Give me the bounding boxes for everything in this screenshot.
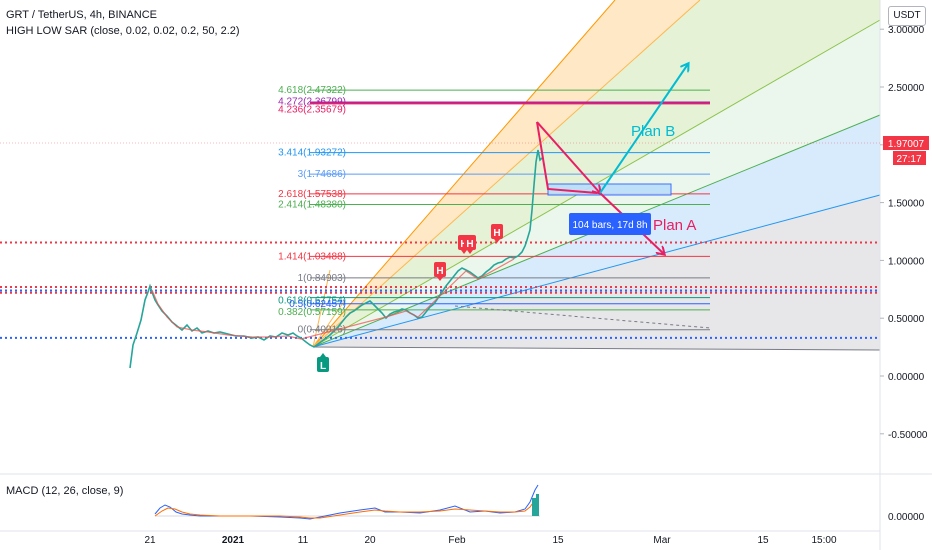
price-series-bear (151, 258, 515, 340)
macd-axis-tick: 0.00000 (888, 512, 925, 523)
sar-marker-pointer (461, 250, 467, 254)
sar-marker-pointer (437, 277, 443, 281)
price-tick: 0.50000 (888, 314, 925, 325)
price-tick: -0.50000 (888, 430, 928, 441)
bars-tooltip-text: 104 bars, 17d 8h (572, 220, 647, 231)
price-axis[interactable]: 3.000002.500002.000001.500001.000000.500… (880, 25, 928, 441)
plan-b-label: Plan B (631, 123, 675, 140)
sar-marker[interactable]: L (317, 353, 329, 372)
current-price-badge (883, 136, 929, 150)
countdown-badge (893, 151, 926, 165)
time-tick: 21 (144, 535, 156, 546)
sar-marker-label: L (320, 361, 326, 372)
price-tick: 2.50000 (888, 83, 925, 94)
macd-pane (154, 484, 540, 520)
time-tick: 15:00 (811, 535, 836, 546)
symbol-title[interactable]: GRT / TetherUS, 4h, BINANCE (6, 9, 158, 21)
sar-marker-box (491, 224, 503, 239)
sar-markers[interactable]: LHHHH (317, 224, 503, 372)
sar-marker-box (434, 262, 446, 277)
time-tick: 20 (364, 535, 376, 546)
sar-marker-label: H (493, 228, 500, 239)
sar-marker[interactable]: H (434, 262, 446, 281)
fib-level-label: 3.414(1.93272) (278, 148, 346, 159)
fib-level-label: 0.618(0.67754) (278, 296, 346, 307)
time-tick: 15 (757, 535, 769, 546)
price-tick: 1.50000 (888, 199, 925, 210)
price-tick: 3.00000 (888, 25, 925, 36)
fib-level-label: 0.5(0.62457) (289, 299, 346, 310)
fib-level-label: 0(0.40016) (298, 325, 346, 336)
fib-level-label: 3(1.74686) (298, 169, 346, 180)
time-axis[interactable]: 21 2021 11 20 Feb 15 Mar 15 15:00 (144, 535, 837, 546)
time-tick: Feb (448, 535, 466, 546)
fib-level-label: 4.236(2.35679) (278, 105, 346, 116)
currency-button[interactable]: USDT (888, 6, 926, 26)
sar-marker-label: H (466, 239, 473, 250)
fib-level-label: 1.414(1.03488) (278, 251, 346, 262)
fib-level-label: 0.382(0.57159) (278, 307, 346, 318)
time-tick: Mar (653, 535, 671, 546)
price-tick: 0.00000 (888, 372, 925, 383)
price-tick: 1.00000 (888, 256, 925, 267)
bars-tooltip (569, 213, 651, 235)
countdown-label: 27:17 (896, 154, 921, 165)
fib-level-label: 2.414(1.48380) (278, 199, 346, 210)
time-tick: 11 (298, 535, 309, 546)
sar-marker[interactable]: H (491, 224, 503, 243)
current-price-label: 1.97007 (888, 139, 925, 150)
sar-marker-pointer (320, 353, 326, 357)
sar-marker-label: H (436, 266, 443, 277)
sar-marker-box (464, 235, 476, 250)
horizontal-dotted-levels (0, 241, 880, 339)
sar-marker-pointer (467, 250, 473, 254)
fib-level-label: 2.618(1.57538) (278, 189, 346, 200)
time-tick: 2021 (222, 535, 245, 546)
indicator-legend[interactable]: HIGH LOW SAR (close, 0.02, 0.02, 0.2, 50… (6, 25, 240, 37)
time-tick: 15 (552, 535, 564, 546)
plan-b-arrow (599, 64, 688, 194)
macd-legend[interactable]: MACD (12, 26, close, 9) (6, 485, 124, 497)
plan-a-label: Plan A (653, 217, 696, 234)
sar-projection-line (454, 305, 711, 329)
fib-level-label: 4.618(2.47322) (278, 85, 346, 96)
fib-level-label: 4.272(2.36799) (278, 96, 346, 107)
date-range-box[interactable] (547, 183, 672, 196)
sar-marker-pointer (494, 239, 500, 243)
sar-marker[interactable]: H (464, 235, 476, 254)
fib-level-label: 1(0.84903) (298, 273, 346, 284)
plan-a-path (536, 121, 600, 193)
sar-marker-box (317, 357, 329, 372)
fib-extension-levels[interactable]: 4.618(2.47322)4.272(2.36799)4.236(2.3567… (278, 85, 710, 336)
